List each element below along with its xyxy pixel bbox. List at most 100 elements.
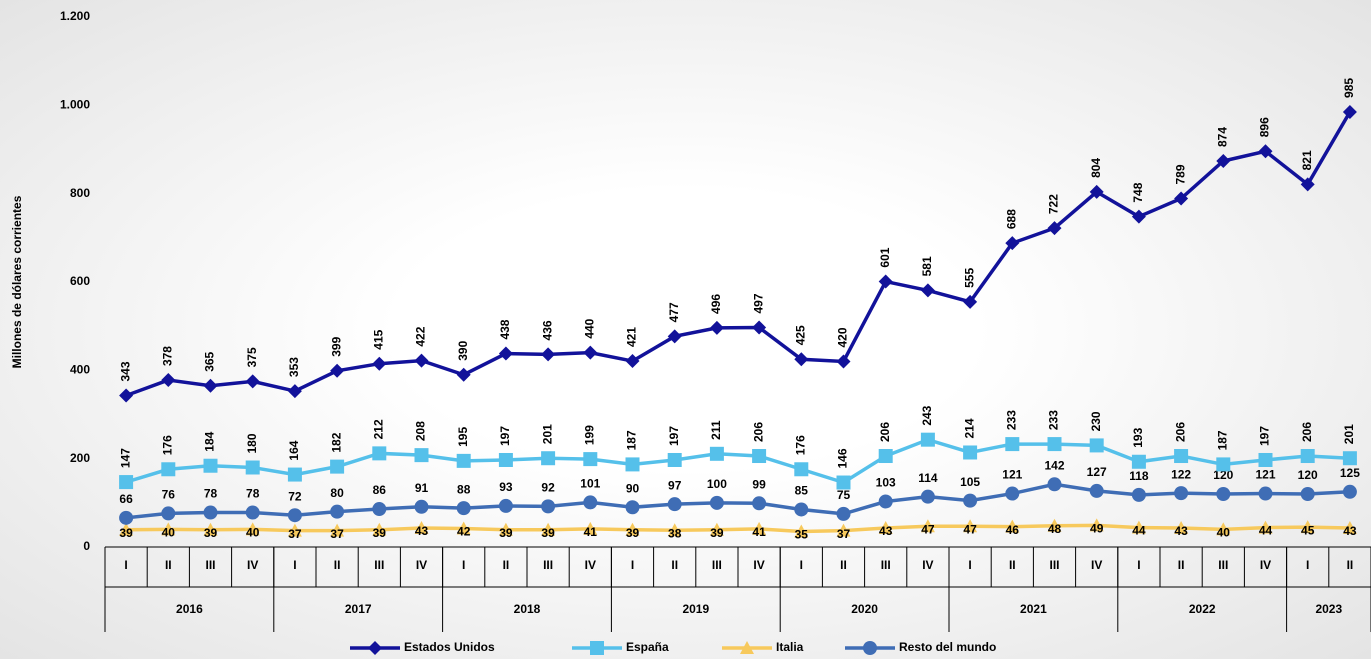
- marker: [1216, 487, 1231, 501]
- marker: [245, 505, 260, 520]
- marker: [752, 496, 767, 511]
- data-label: 91: [415, 481, 429, 495]
- marker: [878, 449, 893, 464]
- marker: [330, 523, 345, 537]
- data-label: 896: [1258, 117, 1272, 137]
- series-line: [126, 523, 1350, 534]
- data-label: 353: [287, 357, 301, 377]
- data-label: 230: [1089, 411, 1103, 431]
- marker: [878, 274, 893, 289]
- data-label: 43: [1343, 524, 1357, 538]
- data-label: 42: [457, 525, 471, 539]
- data-label: 375: [245, 347, 259, 367]
- marker: [1216, 153, 1231, 168]
- x-group-label: 2021: [1020, 602, 1047, 616]
- marker: [414, 448, 429, 463]
- data-label: 197: [667, 426, 681, 446]
- data-label: 35: [795, 528, 809, 542]
- x-tick-label: III: [881, 558, 891, 572]
- data-label: 37: [288, 527, 302, 541]
- data-label: 78: [204, 487, 218, 501]
- marker: [709, 320, 724, 335]
- data-label: 438: [498, 319, 512, 339]
- x-tick-label: I: [124, 558, 127, 572]
- marker: [541, 522, 556, 536]
- legend-item: España: [572, 640, 669, 655]
- marker: [1342, 451, 1357, 466]
- marker: [667, 523, 682, 537]
- data-label: 103: [876, 476, 896, 490]
- data-label: 39: [204, 526, 218, 540]
- marker: [740, 641, 754, 654]
- marker: [583, 495, 598, 510]
- marker: [541, 499, 556, 514]
- y-tick-label: 400: [70, 363, 90, 377]
- data-label: 39: [710, 526, 724, 540]
- marker: [836, 354, 851, 369]
- data-label: 477: [667, 302, 681, 322]
- marker: [1258, 144, 1273, 159]
- marker: [590, 641, 604, 655]
- x-group-label: 2016: [176, 602, 203, 616]
- x-tick-label: IV: [1260, 558, 1271, 572]
- data-label: 120: [1213, 468, 1233, 482]
- data-label: 127: [1087, 465, 1107, 479]
- marker: [963, 445, 978, 460]
- marker: [920, 489, 935, 504]
- data-label: 46: [1006, 523, 1020, 537]
- x-tick-label: I: [631, 558, 634, 572]
- data-label: 164: [287, 440, 301, 460]
- data-label: 43: [415, 524, 429, 538]
- data-label: 37: [837, 527, 851, 541]
- marker: [794, 352, 809, 367]
- x-tick-label: IV: [585, 558, 596, 572]
- marker: [1089, 518, 1104, 532]
- marker: [667, 497, 682, 512]
- marker: [1047, 437, 1062, 452]
- data-label: 39: [541, 526, 555, 540]
- data-label: 37: [330, 527, 344, 541]
- marker: [1300, 449, 1315, 464]
- marker: [414, 353, 429, 368]
- marker: [1174, 449, 1189, 464]
- marker: [456, 521, 471, 535]
- marker: [1258, 452, 1273, 467]
- data-label: 233: [1047, 410, 1061, 430]
- data-label: 176: [160, 435, 174, 455]
- data-label: 211: [709, 420, 723, 440]
- data-label: 187: [625, 430, 639, 450]
- data-label: 688: [1004, 209, 1018, 229]
- marker: [414, 499, 429, 514]
- marker: [203, 522, 218, 536]
- x-tick-label: III: [712, 558, 722, 572]
- marker: [287, 467, 302, 482]
- marker: [498, 452, 513, 467]
- data-label: 182: [329, 432, 343, 452]
- data-label: 120: [1298, 468, 1318, 482]
- x-tick-label: II: [1178, 558, 1185, 572]
- legend-item: Estados Unidos: [350, 640, 495, 655]
- x-tick-label: II: [1009, 558, 1016, 572]
- x-tick-label: IV: [753, 558, 764, 572]
- marker: [287, 508, 302, 523]
- x-tick-label: II: [503, 558, 510, 572]
- data-label: 206: [1300, 422, 1314, 442]
- data-label: 47: [921, 522, 935, 536]
- marker: [1258, 486, 1273, 501]
- marker: [1089, 438, 1104, 453]
- marker: [625, 457, 640, 472]
- data-label: 78: [246, 487, 260, 501]
- marker: [878, 521, 893, 535]
- marker: [583, 345, 598, 360]
- data-label: 66: [119, 492, 133, 506]
- x-tick-label: I: [968, 558, 971, 572]
- marker: [1131, 209, 1146, 224]
- data-label: 193: [1131, 427, 1145, 447]
- marker: [368, 641, 382, 655]
- marker: [1174, 191, 1189, 206]
- marker: [498, 498, 513, 513]
- marker: [1216, 522, 1231, 536]
- data-label: 748: [1131, 182, 1145, 202]
- data-label: 243: [920, 405, 934, 425]
- marker: [920, 432, 935, 447]
